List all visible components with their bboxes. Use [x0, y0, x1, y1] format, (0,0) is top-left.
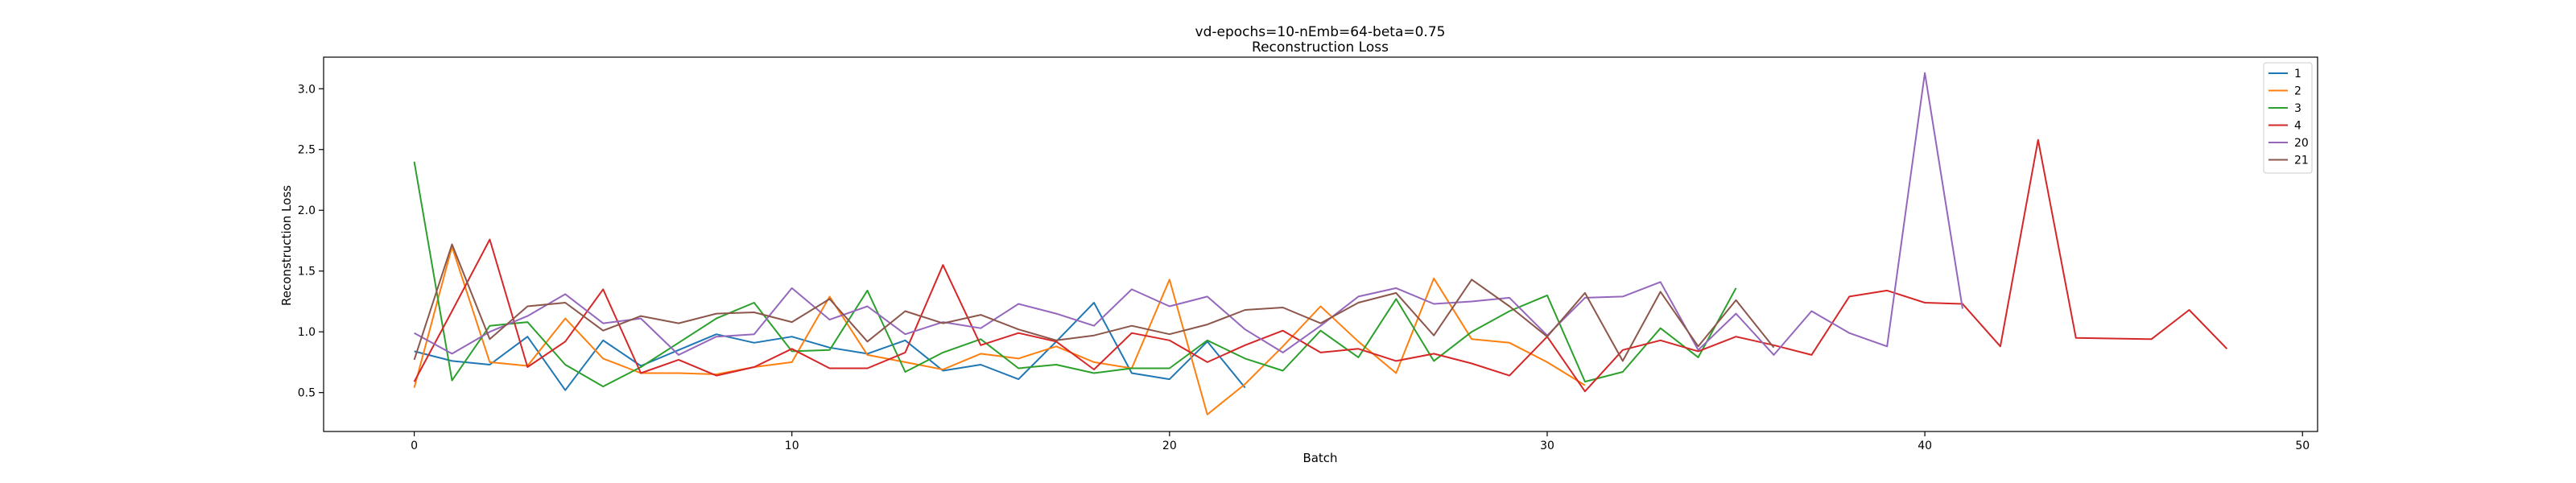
- y-tick-label: 3.0: [298, 83, 316, 96]
- y-axis-label: Reconstruction Loss: [279, 185, 294, 306]
- y-tick-label: 2.5: [298, 144, 316, 157]
- y-tick-label: 0.5: [298, 387, 316, 400]
- y-tick-label: 2.0: [298, 204, 316, 217]
- legend-label-4: 4: [2294, 120, 2301, 133]
- legend-label-20: 20: [2294, 137, 2309, 150]
- x-tick-label: 10: [785, 440, 799, 452]
- chart-subtitle: Reconstruction Loss: [1252, 39, 1389, 56]
- legend-label-2: 2: [2294, 85, 2301, 98]
- y-axis: 0.5 1.0 1.5 2.0 2.5 3.0: [298, 83, 324, 400]
- series-line-3: [413, 161, 1737, 388]
- x-tick-label: 30: [1540, 440, 1554, 452]
- legend-label-21: 21: [2294, 155, 2309, 167]
- x-axis-label: Batch: [1302, 451, 1337, 465]
- series-line-4: [413, 138, 2228, 393]
- legend-label-1: 1: [2294, 68, 2301, 80]
- x-tick-label: 20: [1162, 440, 1177, 452]
- axes-frame: [323, 56, 2318, 432]
- x-tick-label: 0: [411, 440, 418, 452]
- series-line-20: [414, 72, 1963, 356]
- series-line-1: [414, 302, 1246, 391]
- y-tick-label: 1.0: [298, 326, 316, 339]
- series-group: [413, 72, 2228, 415]
- x-axis: 0 10 20 30 40 50: [411, 431, 2310, 452]
- series-line-21: [413, 243, 1775, 362]
- x-tick-label: 50: [2295, 440, 2310, 452]
- legend: 1 2 3 4 20 21: [2263, 62, 2313, 174]
- legend-label-3: 3: [2294, 102, 2301, 115]
- chart-title: vd-epochs=10-nEmb=64-beta=0.75: [1195, 24, 1446, 40]
- x-tick-label: 40: [1918, 440, 1932, 452]
- series-line-2: [413, 246, 1586, 415]
- y-tick-label: 1.5: [298, 266, 316, 279]
